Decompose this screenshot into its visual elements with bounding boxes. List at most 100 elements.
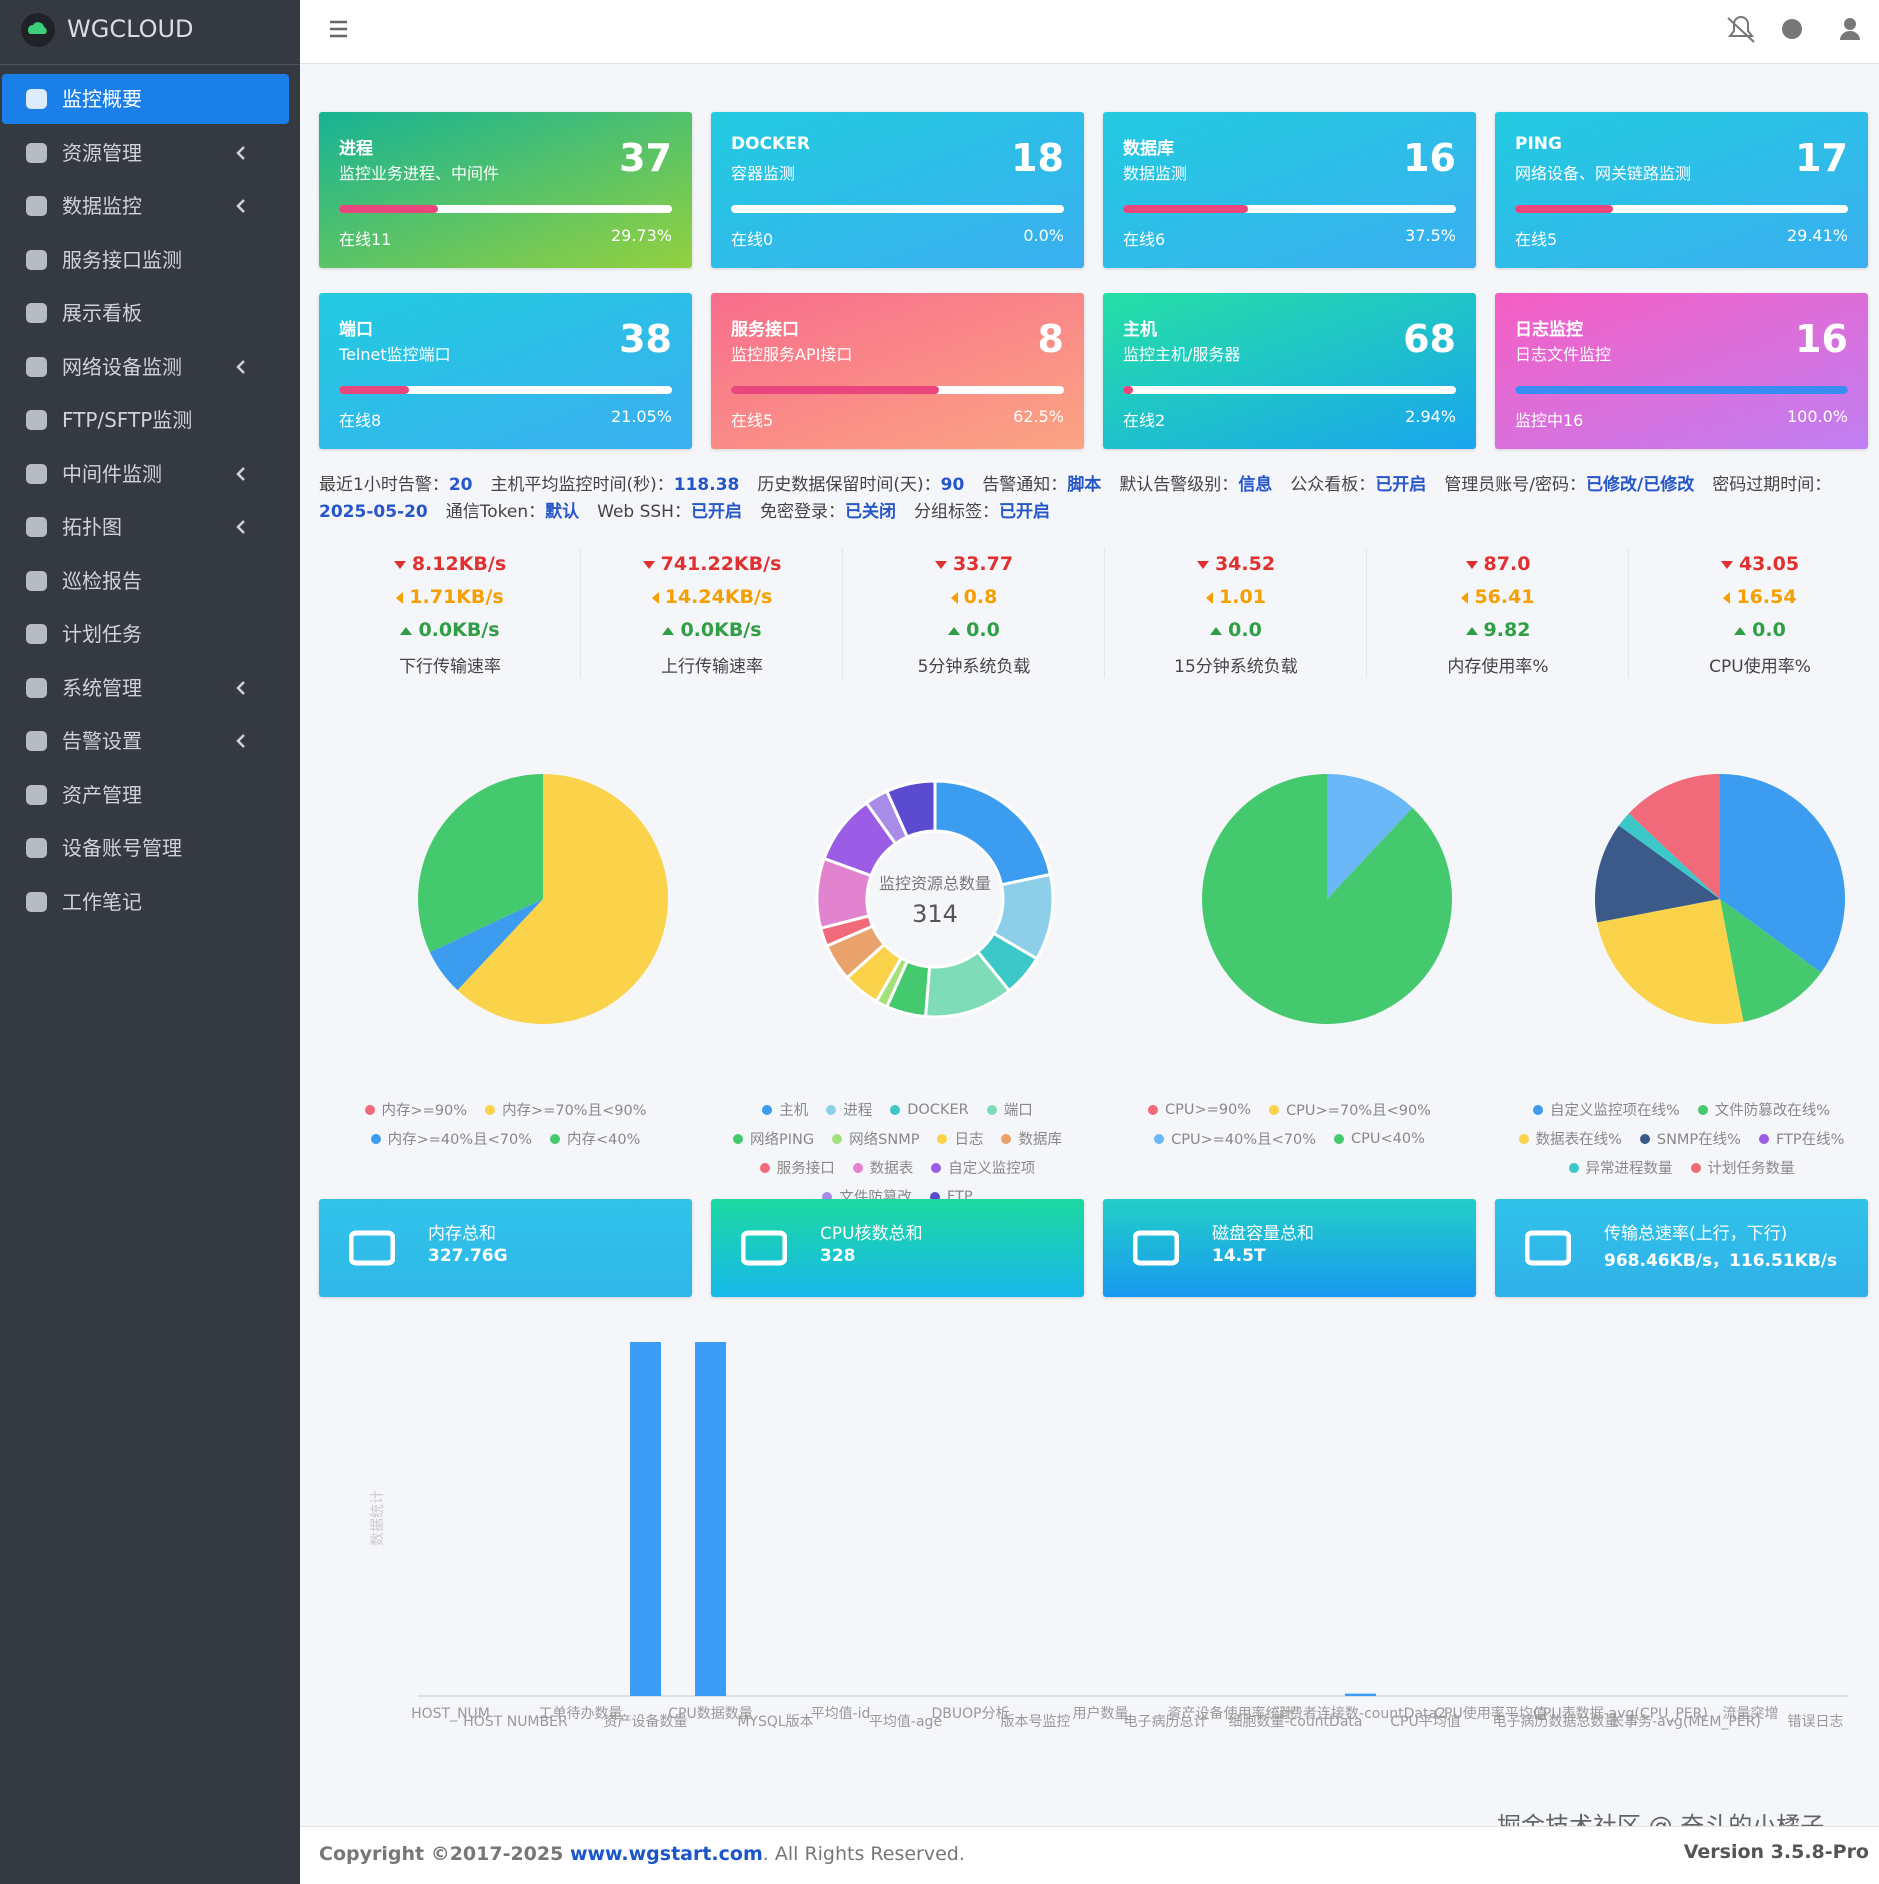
metric-mid: 14.24KB/s bbox=[581, 586, 843, 608]
status-value: 已开启 bbox=[1375, 475, 1427, 495]
stat-card[interactable]: 进程 监控业务进程、中间件 37 在线11 29.73% bbox=[319, 112, 692, 268]
stat-card[interactable]: 日志监控 日志文件监控 16 监控中16 100.0% bbox=[1495, 293, 1868, 449]
legend-item[interactable]: CPU>=90% bbox=[1148, 1099, 1251, 1120]
menu-icon bbox=[26, 356, 47, 377]
card-subtitle: 容器监测 bbox=[731, 164, 796, 183]
chevron bbox=[236, 466, 245, 481]
legend-item[interactable]: 内存>=90% bbox=[364, 1099, 467, 1120]
menu-item[interactable]: 系统管理 bbox=[2, 663, 289, 713]
progress-fill bbox=[339, 386, 410, 394]
menu-item[interactable]: 设备账号管理 bbox=[2, 823, 289, 873]
pie-slice bbox=[1720, 899, 1822, 1022]
menu-item[interactable]: FTP/SFTP监测 bbox=[2, 395, 289, 445]
legend-item[interactable]: SNMP在线% bbox=[1639, 1128, 1741, 1149]
legend-item[interactable]: 异常进程数量 bbox=[1568, 1157, 1673, 1178]
legend-item[interactable]: 文件防篡改在线% bbox=[1697, 1099, 1831, 1120]
legend-label: 文件防篡改在线% bbox=[1714, 1103, 1831, 1119]
legend-item[interactable]: 数据库 bbox=[1001, 1128, 1062, 1149]
menu-item[interactable]: 监控概要 bbox=[2, 74, 289, 124]
progress-fill bbox=[731, 386, 940, 394]
legend-item[interactable]: DOCKER bbox=[890, 1099, 969, 1120]
menu-item[interactable]: 服务接口监测 bbox=[2, 235, 289, 285]
legend-item[interactable]: 内存<40% bbox=[550, 1128, 640, 1149]
x-tick-label: 电子病历总计 bbox=[1124, 1714, 1208, 1730]
menu-item[interactable]: 中间件监测 bbox=[2, 449, 289, 499]
legend-item[interactable]: 服务接口 bbox=[759, 1157, 835, 1178]
x-tick-label: 细胞数量-countData bbox=[1229, 1714, 1363, 1730]
stat-card[interactable]: PING 网络设备、网关链路监测 17 在线5 29.41% bbox=[1495, 112, 1868, 268]
legend-dot bbox=[931, 1162, 942, 1173]
legend-item[interactable]: 内存>=70%且<90% bbox=[485, 1099, 646, 1120]
legend-item[interactable]: 内存>=40%且<70% bbox=[370, 1128, 532, 1149]
legend-item[interactable]: 网络SNMP bbox=[832, 1128, 919, 1149]
x-tick-label: 平均值-id bbox=[811, 1706, 871, 1722]
menu-item[interactable]: 展示看板 bbox=[2, 288, 289, 338]
site-link[interactable]: www.wgstart.com bbox=[569, 1843, 763, 1865]
legend-item[interactable]: 自定义监控项在线% bbox=[1532, 1099, 1680, 1120]
menu-item[interactable]: 资源管理 bbox=[2, 128, 289, 178]
menu-item[interactable]: 计划任务 bbox=[2, 609, 289, 659]
status-value: 已开启 bbox=[690, 502, 742, 522]
brand: WGCLOUD bbox=[67, 15, 194, 43]
stat-card[interactable]: 端口 Telnet监控端口 38 在线8 21.05% bbox=[319, 293, 692, 449]
menu-item[interactable]: 告警设置 bbox=[2, 716, 289, 766]
legend-item[interactable]: 网络PING bbox=[733, 1128, 814, 1149]
menu-icon bbox=[26, 196, 47, 216]
legend-item[interactable]: CPU<40% bbox=[1334, 1128, 1425, 1149]
legend-item[interactable]: 计划任务数量 bbox=[1690, 1157, 1795, 1178]
donut-segment bbox=[884, 779, 937, 839]
stat-card[interactable]: DOCKER 容器监测 18 在线0 0.0% bbox=[711, 112, 1084, 268]
summary-card: 传输总速率(上行，下行) 968.46KB/s，116.51KB/s bbox=[1495, 1199, 1868, 1297]
menu-item[interactable]: 网络设备监测 bbox=[2, 342, 289, 392]
chevron bbox=[236, 734, 245, 748]
legend-item[interactable]: 端口 bbox=[986, 1099, 1033, 1120]
menu-item[interactable]: 工作笔记 bbox=[2, 877, 289, 927]
metric-value: 1.71KB/s bbox=[409, 586, 504, 608]
copyright-text: Copyright ©2017-2025 bbox=[319, 1843, 570, 1865]
legend-item[interactable]: CPU>=40%且<70% bbox=[1154, 1128, 1316, 1149]
legend-item[interactable]: CPU>=70%且<90% bbox=[1269, 1099, 1431, 1120]
pie-chart: 监控资源总数量 314 bbox=[815, 779, 1055, 1019]
legend-item[interactable]: FTP在线% bbox=[1758, 1128, 1844, 1149]
progress-fill bbox=[1515, 386, 1848, 394]
menu-item[interactable]: 巡检报告 bbox=[2, 556, 289, 606]
legend-item[interactable]: 日志 bbox=[937, 1128, 983, 1149]
stat-card[interactable]: 主机 监控主机/服务器 68 在线2 2.94% bbox=[1103, 293, 1476, 449]
stat-card[interactable]: 数据库 数据监测 16 在线6 37.5% bbox=[1103, 112, 1476, 268]
summary-icon bbox=[741, 1230, 787, 1266]
trend-icon bbox=[950, 591, 958, 604]
menu-label: 中间件监测 bbox=[62, 461, 162, 486]
trend-icon bbox=[400, 626, 413, 635]
status-value: 118.38 bbox=[673, 475, 740, 495]
legend-item[interactable]: 数据表在线% bbox=[1518, 1128, 1622, 1149]
legend-item[interactable]: 进程 bbox=[826, 1099, 872, 1120]
metric-column: 741.22KB/s 14.24KB/s 0.0KB/s 上行传输速率 bbox=[581, 548, 843, 678]
legend-dot bbox=[852, 1162, 863, 1173]
metric-up: 0.0 bbox=[1105, 619, 1367, 641]
legend-label: 网络PING bbox=[750, 1132, 815, 1148]
status-label: 告警通知： bbox=[982, 475, 1068, 495]
donut-title: 监控资源总数量 bbox=[879, 874, 991, 893]
menu-item[interactable]: 拓扑图 bbox=[2, 502, 289, 552]
x-tick-label: 资产设备数量 bbox=[604, 1713, 688, 1730]
menu-item[interactable]: 资产管理 bbox=[2, 770, 289, 820]
menu-item[interactable]: 数据监控 bbox=[2, 181, 289, 231]
legend-label: 日志 bbox=[954, 1132, 984, 1148]
stat-card[interactable]: 服务接口 监控服务API接口 8 在线5 62.5% bbox=[711, 293, 1084, 449]
pie-chart bbox=[1595, 774, 1845, 1024]
status-value: 信息 bbox=[1238, 475, 1273, 495]
legend-item[interactable]: 数据表 bbox=[852, 1157, 913, 1178]
summary-label: 内存总和 bbox=[428, 1224, 496, 1244]
menu-label: 系统管理 bbox=[62, 675, 142, 700]
legend-item[interactable]: 主机 bbox=[762, 1099, 808, 1120]
trend-icon bbox=[1734, 626, 1747, 635]
menu-icon bbox=[26, 142, 47, 163]
legend-item[interactable]: 自定义监控项 bbox=[931, 1157, 1035, 1178]
sidebar: WGCLOUD 监控概要 资源管理 数据监控 服务接口监测 展示看板 网络设备监测 FTP/S… bbox=[0, 0, 300, 1884]
metric-down: 8.12KB/s bbox=[319, 553, 581, 575]
menu-icon bbox=[26, 624, 47, 644]
legend-dot bbox=[364, 1104, 375, 1115]
status-label: 历史数据保留时间(天)： bbox=[757, 475, 941, 495]
summary-card: CPU核数总和 328 bbox=[711, 1199, 1084, 1297]
legend-dot bbox=[1690, 1162, 1701, 1173]
